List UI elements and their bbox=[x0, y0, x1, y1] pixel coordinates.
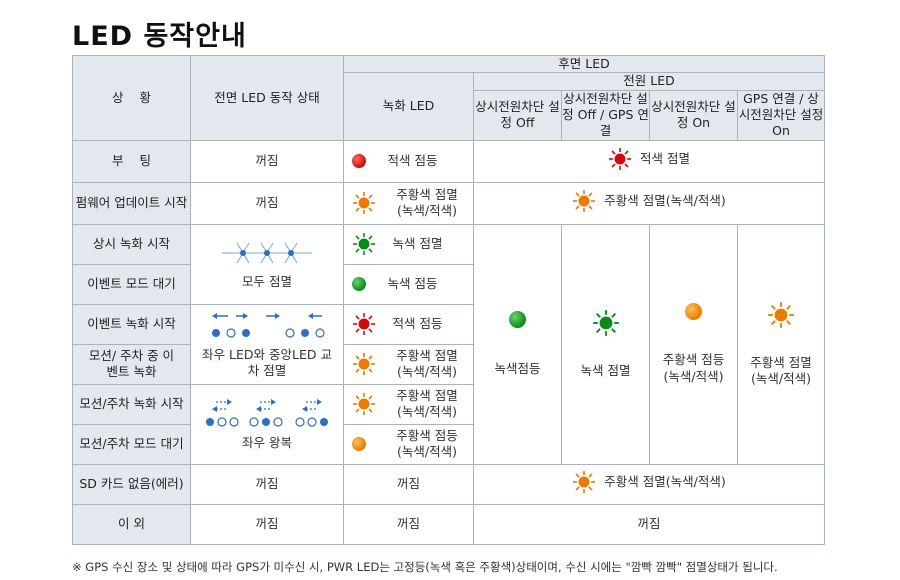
row-label-motion-start: 모션/주차 녹화 시작 bbox=[72, 383, 191, 425]
power-firmware: 주황색 점멸(녹색/적색) bbox=[604, 192, 726, 208]
table-row: 이벤트 녹화 시작 좌우 LED와 중앙LED 교차 점멸 적색 점등 bbox=[72, 303, 825, 385]
orange-led-blink-icon bbox=[573, 189, 596, 212]
orange-led-blink-icon bbox=[353, 192, 375, 214]
table-row: 모션/주차 녹화 시작 좌우 왕복 주황색 점멸 (녹색/적색) bbox=[72, 383, 825, 465]
table-row: 모션/주차 모드 대기 주황색 점등 (녹색/적색) bbox=[72, 423, 825, 465]
header-front-led: 전면 LED 동작 상태 bbox=[190, 55, 344, 141]
table-row: 모션/ 주차 중 이벤트 녹화 주황색 점멸 (녹색/적색) bbox=[72, 343, 825, 385]
rec-booting: 적색 점등 bbox=[387, 152, 438, 168]
header-power-col-3: 상시전원차단 설정 On bbox=[649, 89, 738, 141]
rec-motion-wait: 주황색 점등 (녹색/적색) bbox=[396, 427, 458, 459]
table-row: 펌웨어 업데이트 시작 꺼짐 주황색 점멸 (녹색/적색) 주황색 점멸(녹색/… bbox=[72, 181, 826, 225]
row-label-booting: 부 팅 bbox=[72, 139, 191, 183]
rec-motion-event: 주황색 점멸 (녹색/적색) bbox=[396, 347, 458, 379]
all-blink-animation-icon bbox=[222, 242, 312, 264]
table-row: 상시 녹화 시작 모두 점멸 녹색 점멸 녹색점등 녹색 점멸 주황색 점등 (… bbox=[72, 223, 826, 465]
table-row: SD 카드 없음(에러) 꺼짐 꺼짐 주황색 점멸(녹색/적색) bbox=[72, 463, 826, 505]
green-led-blink-icon bbox=[353, 233, 375, 255]
rec-sd: 꺼짐 bbox=[343, 463, 474, 505]
table-row: 이 외 꺼짐 꺼짐 꺼짐 bbox=[72, 503, 826, 545]
cross-blink-animation-icon bbox=[212, 312, 325, 338]
front-booting: 꺼짐 bbox=[190, 139, 344, 183]
row-label-normal-start: 상시 녹화 시작 bbox=[72, 223, 191, 265]
front-other: 꺼짐 bbox=[190, 503, 344, 545]
table-row: 부 팅 꺼짐 적색 점등 적색 점멸 bbox=[72, 139, 826, 183]
row-label-motion-wait: 모션/주차 모드 대기 bbox=[72, 423, 191, 465]
front-cross-blink: 좌우 LED와 중앙LED 교차 점멸 bbox=[202, 346, 332, 378]
power-sd: 주황색 점멸(녹색/적색) bbox=[604, 473, 726, 489]
red-led-blink-icon bbox=[353, 313, 375, 335]
header-power-col-2: 상시전원차단 설정 Off / GPS 연결 bbox=[561, 89, 650, 141]
orange-led-blink-icon bbox=[573, 470, 596, 493]
row-label-firmware: 펌웨어 업데이트 시작 bbox=[72, 181, 191, 225]
power-booting: 적색 점멸 bbox=[640, 150, 691, 166]
front-all-blink: 모두 점멸 bbox=[242, 273, 292, 289]
green-led-blink-icon bbox=[592, 309, 619, 336]
green-led-solid-icon bbox=[352, 277, 366, 291]
rec-firmware: 주황색 점멸 (녹색/적색) bbox=[396, 186, 458, 218]
row-label-sd: SD 카드 없음(에러) bbox=[72, 463, 191, 505]
front-firmware: 꺼짐 bbox=[190, 181, 344, 225]
rec-normal-start: 녹색 점멸 bbox=[392, 235, 443, 251]
left-right-sweep-animation-icon bbox=[206, 398, 328, 427]
orange-led-solid-icon bbox=[685, 303, 702, 321]
power-group-col-1: 녹색점등 bbox=[494, 360, 541, 376]
header-power-led: 전원 LED bbox=[472, 72, 826, 91]
row-label-motion-event: 모션/ 주차 중 이벤트 녹화 bbox=[72, 343, 191, 385]
page-title: LED 동작안내 bbox=[72, 21, 247, 52]
header-power-col-1: 상시전원차단 설정 Off bbox=[473, 89, 562, 141]
front-left-right: 좌우 왕복 bbox=[242, 434, 292, 450]
power-group-col-4: 주황색 점멸 (녹색/적색) bbox=[750, 354, 812, 387]
row-label-other: 이 외 bbox=[72, 503, 191, 545]
header-power-col-4: GPS 연결 / 상시전원차단 설정 On bbox=[736, 89, 826, 141]
header-rear-led: 후면 LED bbox=[342, 54, 826, 74]
header-rec-led: 녹화 LED bbox=[343, 72, 474, 141]
front-sd: 꺼짐 bbox=[190, 463, 344, 505]
rec-event-wait: 녹색 점등 bbox=[387, 275, 438, 291]
row-label-event-wait: 이벤트 모드 대기 bbox=[72, 263, 191, 305]
power-group-col-3: 주황색 점등 (녹색/적색) bbox=[662, 352, 725, 384]
green-led-solid-icon bbox=[509, 311, 526, 329]
row-label-event-start: 이벤트 녹화 시작 bbox=[72, 303, 191, 345]
footnote: ※ GPS 수신 장소 및 상태에 따라 GPS가 미수신 시, PWR LED… bbox=[72, 560, 778, 574]
red-led-blink-icon bbox=[609, 147, 632, 170]
power-other: 꺼짐 bbox=[472, 503, 826, 545]
orange-led-blink-icon bbox=[768, 301, 794, 328]
led-table: 상 황 전면 LED 동작 상태 후면 LED 녹화 LED 전원 LED 상시… bbox=[72, 54, 826, 545]
orange-led-solid-icon bbox=[352, 437, 366, 451]
orange-led-blink-icon bbox=[353, 393, 375, 415]
rec-event-start: 적색 점등 bbox=[392, 315, 443, 331]
rec-other: 꺼짐 bbox=[343, 503, 474, 545]
red-led-solid-icon bbox=[352, 154, 366, 168]
header-state: 상 황 bbox=[72, 55, 191, 141]
orange-led-blink-icon bbox=[353, 353, 375, 375]
rec-motion-start: 주황색 점멸 (녹색/적색) bbox=[396, 387, 458, 419]
power-group-col-2: 녹색 점멸 bbox=[580, 363, 631, 378]
